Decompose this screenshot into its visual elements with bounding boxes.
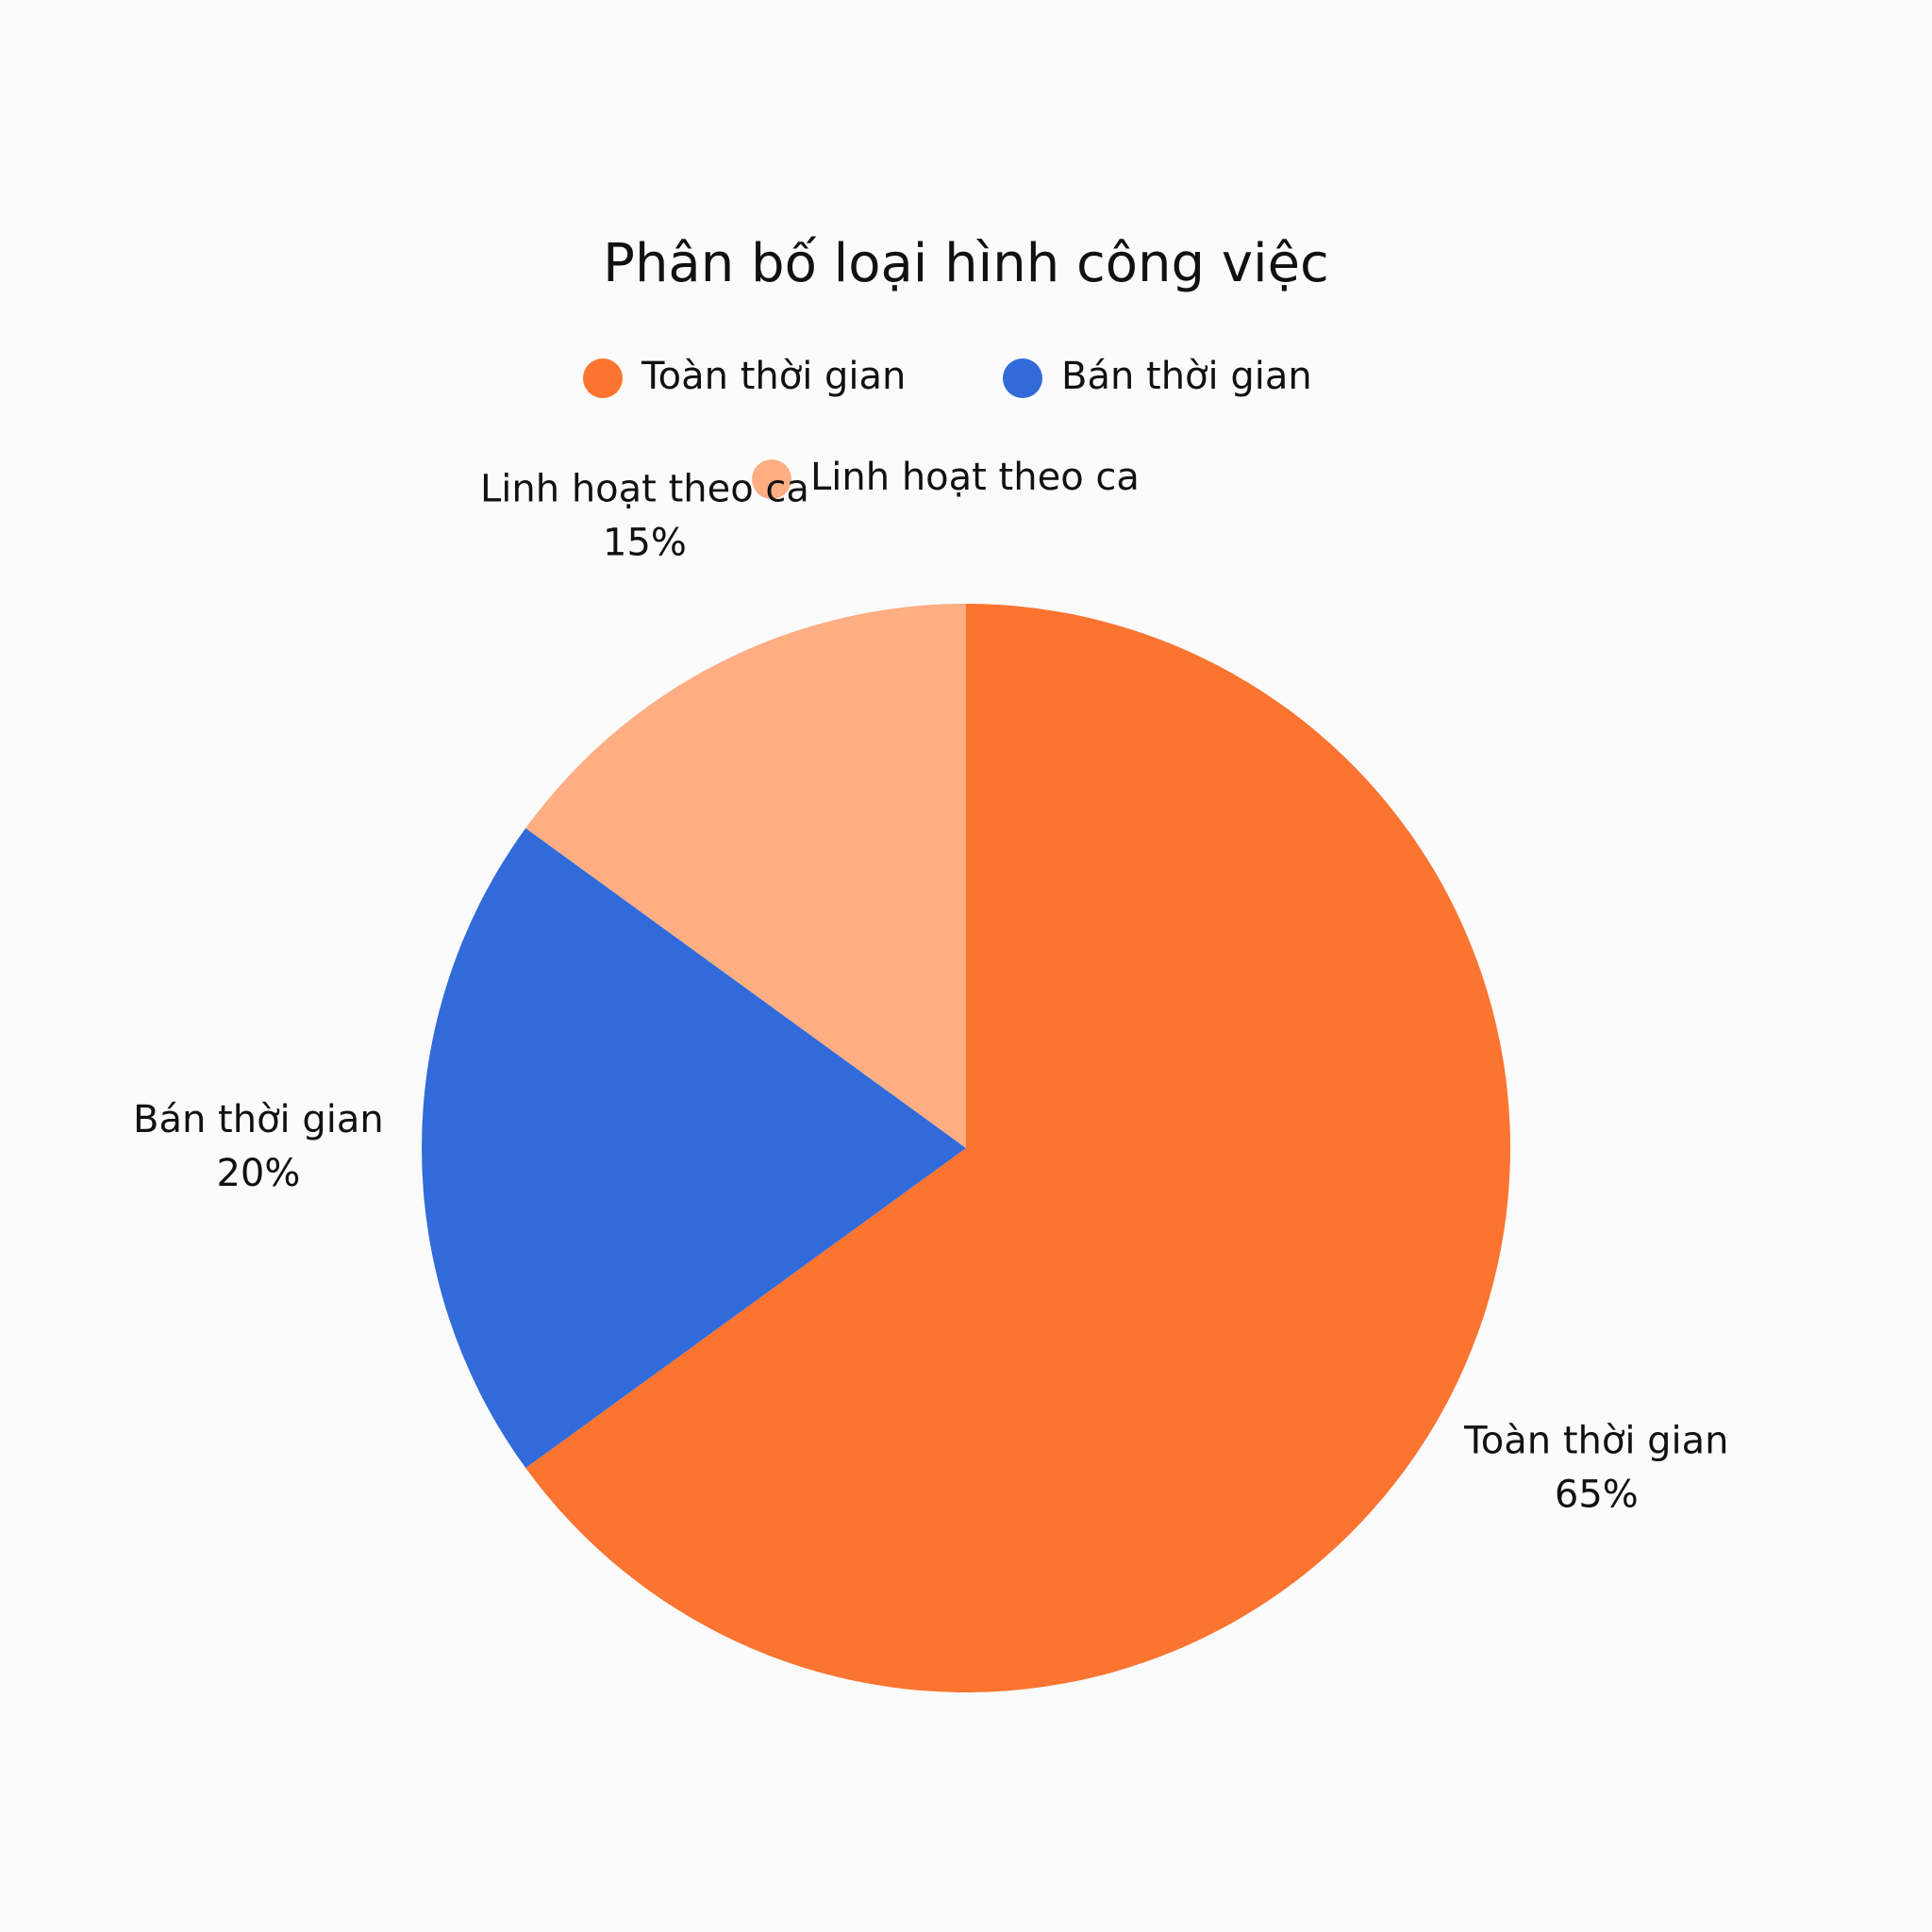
legend-label: Linh hoạt theo ca: [810, 456, 1140, 499]
legend-label: Toàn thời gian: [641, 355, 906, 398]
slice-value: 15%: [603, 522, 687, 565]
slice-label: Toàn thời gian: [1463, 1420, 1728, 1463]
pie-slice: [422, 827, 967, 1469]
slice-label: Bán thời gian: [133, 1098, 384, 1141]
pie-slice: [525, 604, 1511, 1692]
legend-swatch: [583, 358, 623, 398]
legend-label: Bán thời gian: [1061, 355, 1312, 398]
slice-value: 65%: [1555, 1474, 1639, 1517]
legend-swatch: [752, 459, 791, 499]
legend-swatch: [1003, 358, 1042, 398]
chart-title: Phân bố loại hình công việc: [603, 233, 1329, 294]
pie-slice: [525, 604, 966, 1148]
slice-value: 20%: [216, 1152, 300, 1195]
slice-label: Linh hoạt theo ca: [480, 468, 809, 511]
